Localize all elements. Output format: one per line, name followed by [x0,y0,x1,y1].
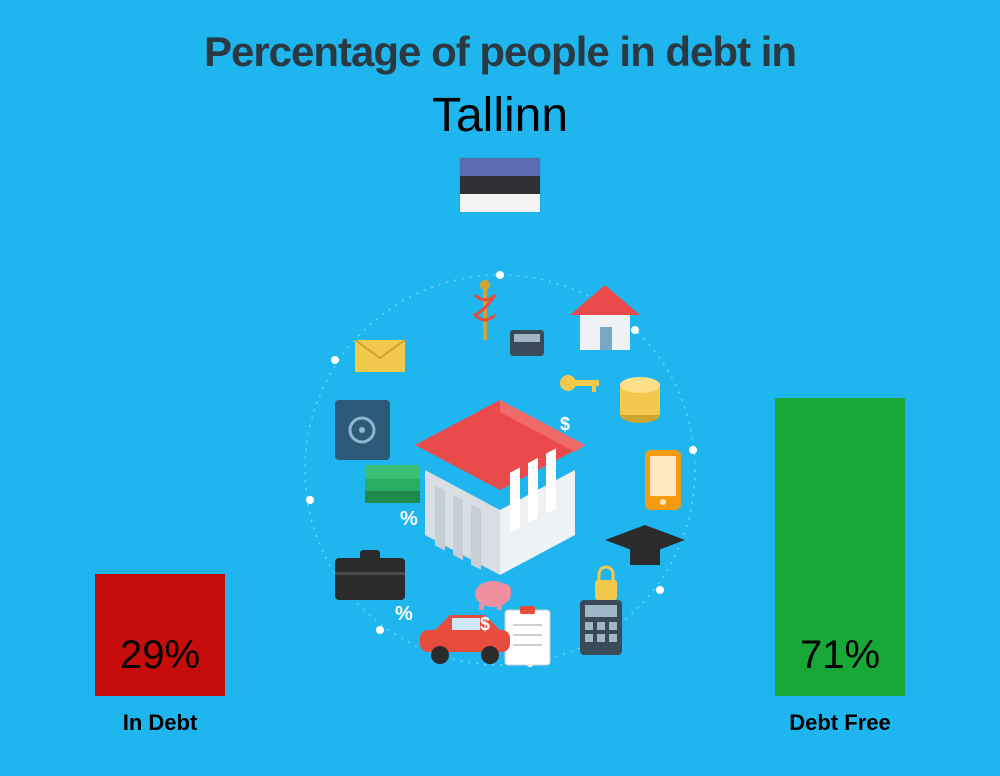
bar-group-debt-free: 71% Debt Free [775,398,905,736]
flag-stripe-1 [460,158,540,176]
bar-debt-free-value: 71% [775,633,905,678]
bar-in-debt-value: 29% [95,633,225,678]
page-title: Percentage of people in debt in [0,28,1000,76]
flag-stripe-3 [460,194,540,212]
city-name: Tallinn [0,88,1000,143]
bar-group-in-debt: 29% In Debt [95,574,225,736]
bar-debt-free-label: Debt Free [789,710,890,736]
flag-stripe-2 [460,176,540,194]
bar-in-debt-label: In Debt [123,710,198,736]
bar-in-debt: 29% [95,574,225,696]
flag-icon [460,158,540,212]
bar-chart: 29% In Debt 71% Debt Free [0,256,1000,736]
bar-debt-free: 71% [775,398,905,696]
